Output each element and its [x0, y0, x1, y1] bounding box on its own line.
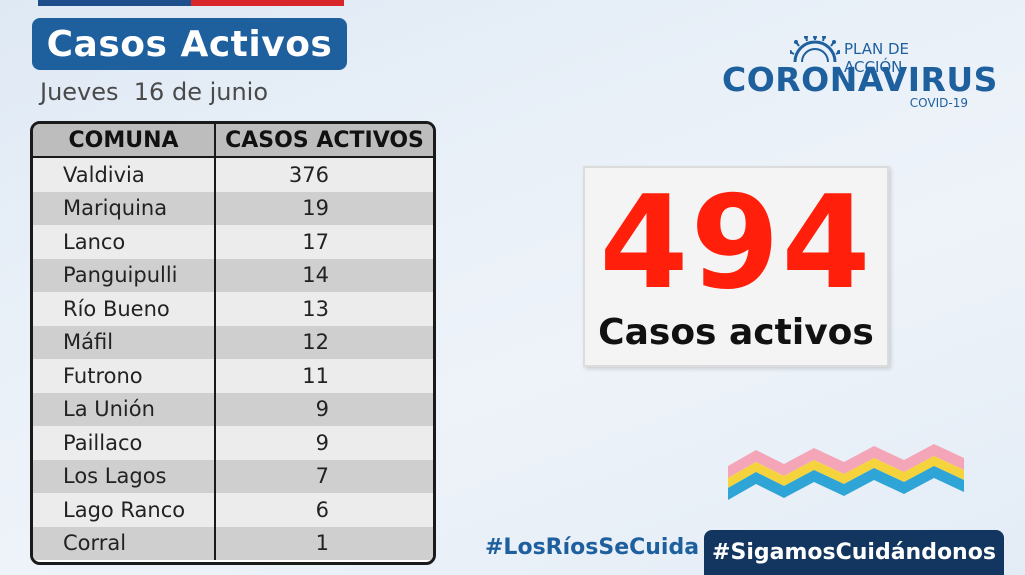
casos-cell: 376: [215, 157, 433, 192]
logo-plan-text: PLAN DE ACCIÓN: [844, 40, 910, 76]
top-bar-blue: [38, 0, 191, 6]
casos-cell: 9: [215, 392, 433, 426]
comuna-cell: La Unión: [33, 392, 216, 426]
comuna-cell: Paillaco: [33, 426, 216, 460]
total-cases-card: 494 Casos activos: [583, 166, 889, 367]
table-row: Panguipulli 14: [33, 258, 433, 292]
regional-waves-logo: [728, 444, 964, 500]
total-cases-value: 494: [599, 169, 873, 318]
hashtag-sigamos: #SigamosCuidándonos: [712, 540, 996, 565]
comuna-cell: Futrono: [33, 359, 216, 393]
plan-coronavirus-logo: PLAN DE ACCIÓN CORONAVIRUS COVID-19: [720, 32, 997, 112]
comuna-cell: Panguipulli: [33, 258, 216, 292]
casos-cell: 1: [215, 526, 433, 560]
comuna-cell: Valdivia: [33, 157, 216, 192]
comuna-cell: Río Bueno: [33, 292, 216, 326]
casos-cell: 11: [215, 359, 433, 393]
table-row: Lago Ranco 6: [33, 493, 433, 527]
table-header-row: COMUNA CASOS ACTIVOS: [33, 124, 433, 158]
hashtag-los-rios: #LosRíosSeCuida: [485, 535, 700, 560]
table-row: Los Lagos 7: [33, 459, 433, 493]
comuna-cell: Máfil: [33, 325, 216, 359]
virus-icon: [790, 36, 840, 63]
casos-cell: 12: [215, 325, 433, 359]
table-row: Máfil 12: [33, 325, 433, 359]
casos-cell: 13: [215, 292, 433, 326]
table-row: Mariquina 19: [33, 191, 433, 225]
table-row: Paillaco 9: [33, 426, 433, 460]
total-cases-label: Casos activos: [598, 312, 874, 353]
logo-coronavirus-text: CORONAVIRUS: [722, 60, 998, 99]
top-color-bar: [38, 0, 344, 6]
casos-cell: 6: [215, 493, 433, 527]
comuna-cell: Mariquina: [33, 191, 216, 225]
comuna-cell: Los Lagos: [33, 459, 216, 493]
comuna-cell: Lago Ranco: [33, 493, 216, 527]
table-row: Río Bueno 13: [33, 292, 433, 326]
logo-covid-text: COVID-19: [909, 96, 968, 110]
casos-cell: 14: [215, 258, 433, 292]
table-row: Lanco 17: [33, 225, 433, 259]
cases-table: COMUNA CASOS ACTIVOS Valdivia 376 Mariqui…: [30, 121, 436, 565]
table-row: Corral 1: [33, 526, 433, 560]
comuna-cell: Corral: [33, 526, 216, 560]
table-row: Futrono 11: [33, 359, 433, 393]
casos-cell: 9: [215, 426, 433, 460]
hashtag-banner: #SigamosCuidándonos: [704, 530, 1004, 575]
column-header-comuna: COMUNA: [33, 124, 216, 158]
title-banner: Casos Activos: [32, 18, 347, 70]
column-header-casos: CASOS ACTIVOS: [215, 124, 433, 158]
comuna-cell: Lanco: [33, 225, 216, 259]
casos-cell: 17: [215, 225, 433, 259]
casos-cell: 7: [215, 459, 433, 493]
page-title: Casos Activos: [46, 23, 333, 65]
top-bar-red: [191, 0, 344, 6]
casos-cell: 19: [215, 191, 433, 225]
table-row: Valdivia 376: [33, 157, 433, 192]
table-row: La Unión 9: [33, 392, 433, 426]
report-date: Jueves 16 de junio: [40, 78, 269, 106]
